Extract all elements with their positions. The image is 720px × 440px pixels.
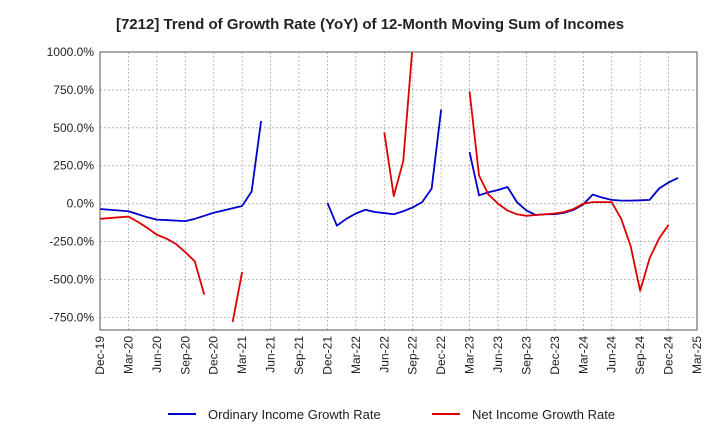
series-line-segment bbox=[468, 91, 670, 292]
x-tick-label: Dec-22 bbox=[434, 336, 448, 375]
x-tick-label: Mar-23 bbox=[463, 336, 477, 374]
legend-label: Net Income Growth Rate bbox=[472, 407, 615, 422]
x-tick-label: Mar-25 bbox=[690, 336, 704, 374]
x-tick-label: Dec-24 bbox=[662, 336, 676, 375]
series-line-segment bbox=[326, 109, 443, 227]
chart-title: [7212] Trend of Growth Rate (YoY) of 12-… bbox=[116, 16, 624, 33]
x-tick-label: Sep-21 bbox=[292, 336, 306, 375]
y-tick-label: 250.0% bbox=[53, 159, 94, 173]
plot-area bbox=[100, 52, 697, 330]
x-tick-label: Sep-23 bbox=[519, 336, 533, 375]
y-tick-label: 500.0% bbox=[53, 121, 94, 135]
x-tick-label: Jun-23 bbox=[491, 336, 505, 373]
series-net-income bbox=[100, 52, 670, 323]
y-tick-label: 0.0% bbox=[67, 197, 95, 211]
x-tick-label: Sep-20 bbox=[178, 336, 192, 375]
x-tick-label: Mar-21 bbox=[235, 336, 249, 374]
legend: Ordinary Income Growth Rate Net Income Gr… bbox=[168, 407, 615, 422]
x-tick-label: Jun-24 bbox=[605, 336, 619, 373]
series-line-segment bbox=[100, 120, 262, 223]
y-tick-label: -250.0% bbox=[49, 235, 94, 249]
y-tick-label: 750.0% bbox=[53, 83, 94, 97]
series-line-segment bbox=[231, 271, 244, 323]
x-tick-label: Sep-24 bbox=[633, 336, 647, 375]
y-tick-label: 1000.0% bbox=[47, 45, 95, 59]
x-tick-label: Mar-22 bbox=[349, 336, 363, 374]
x-tick-label: Jun-22 bbox=[377, 336, 391, 373]
x-tick-label: Mar-20 bbox=[121, 336, 135, 374]
x-tick-label: Dec-19 bbox=[93, 336, 107, 375]
x-axis-tick-labels: Dec-19 Mar-20 Jun-20 Sep-20 Dec-20 Mar-21 Jun-… bbox=[93, 336, 704, 375]
x-tick-label: Mar-24 bbox=[576, 336, 590, 374]
y-tick-label: -750.0% bbox=[49, 310, 94, 324]
x-tick-label: Jun-20 bbox=[150, 336, 164, 373]
x-tick-label: Dec-21 bbox=[320, 336, 334, 375]
y-tick-label: -500.0% bbox=[49, 272, 94, 286]
legend-label: Ordinary Income Growth Rate bbox=[208, 407, 381, 422]
x-tick-label: Sep-22 bbox=[406, 336, 420, 375]
x-tick-label: Dec-20 bbox=[207, 336, 221, 375]
x-tick-label: Dec-23 bbox=[548, 336, 562, 375]
series-lines bbox=[100, 52, 679, 323]
y-axis-tick-labels: -750.0% -500.0% -250.0% 0.0% 250.0% 500.0% 750… bbox=[47, 45, 95, 324]
series-line-segment bbox=[383, 52, 413, 197]
series-line-segment bbox=[100, 215, 206, 295]
plot-border bbox=[99, 51, 698, 331]
x-tick-label: Jun-21 bbox=[264, 336, 278, 373]
